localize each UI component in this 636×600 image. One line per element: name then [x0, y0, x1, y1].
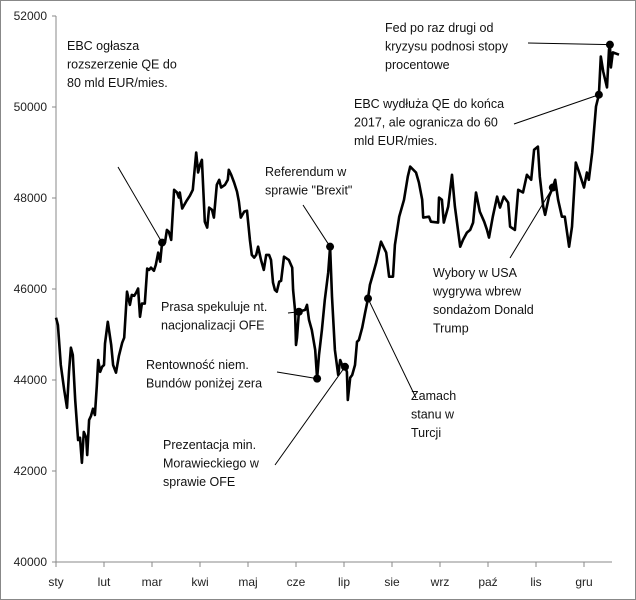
- annotation-labels: EBC ogłasza rozszerzenie QE do 80 mld EUR/…: [67, 21, 534, 489]
- annotation-label-line: sprawie "Brexit": [265, 184, 352, 198]
- x-tick-label: sie: [384, 575, 400, 589]
- y-tick-label: 48000: [14, 191, 48, 205]
- annotation-marker: [364, 294, 372, 303]
- annotation-marker: [340, 362, 349, 371]
- annotation-label-line: Morawieckiego w: [163, 457, 260, 471]
- x-axis: sty lut mar kwi maj cze lip sie wrz paź lis gru: [48, 561, 612, 589]
- annotation-marker: [313, 374, 322, 383]
- annotation-marker: [605, 40, 614, 49]
- annotation-label-line: Prezentacja min.: [163, 438, 256, 452]
- y-tick-label: 52000: [14, 9, 48, 23]
- annotation-label-line: stanu w: [411, 408, 455, 422]
- annotation-leader-line: [302, 204, 331, 247]
- annotation-label-line: mld EUR/mies.: [354, 134, 437, 148]
- x-tick-label: wrz: [430, 575, 450, 589]
- y-tick-label: 46000: [14, 282, 48, 296]
- y-tick-label: 40000: [14, 555, 48, 569]
- annotation-label-line: Wybory w USA: [433, 266, 518, 280]
- annotation-label-line: Bundów poniżej zera: [146, 377, 262, 391]
- annotation-label-line: 80 mld EUR/mies.: [67, 76, 168, 90]
- x-tick-label: gru: [575, 575, 592, 589]
- series-line: [54, 43, 620, 465]
- annotation-label-line: kryzysu podnosi stopy: [385, 40, 509, 54]
- annotation-label-line: sondażom Donald: [433, 303, 534, 317]
- annotation-leader-line: [274, 366, 346, 466]
- annotation-markers: [158, 40, 614, 383]
- annotation-label-line: nacjonalizacji OFE: [161, 319, 265, 333]
- y-axis: 40000 42000 44000 46000 48000 50000 52000: [14, 9, 57, 569]
- annotation-label-line: Turcji: [411, 426, 441, 440]
- x-tick-label: kwi: [191, 575, 208, 589]
- y-tick-label: 50000: [14, 100, 48, 114]
- annotation-label-line: EBC ogłasza: [67, 39, 139, 53]
- x-tick-label: lis: [530, 575, 541, 589]
- annotation-leaders: [117, 42, 610, 466]
- annotation-label-line: sprawie OFE: [163, 475, 235, 489]
- annotation-leader-line: [509, 187, 554, 259]
- annotation-leader-line: [276, 371, 318, 380]
- annotation-label-line: Prasa spekuluje nt.: [161, 300, 267, 314]
- annotation-label-line: Rentowność niem.: [146, 358, 249, 372]
- annotation-label-line: procentowe: [385, 58, 450, 72]
- annotation-marker: [594, 90, 603, 99]
- x-tick-label: lip: [338, 575, 350, 589]
- x-tick-label: cze: [287, 575, 306, 589]
- annotation-label-line: Trump: [433, 322, 469, 336]
- annotation-label-line: rozszerzenie QE do: [67, 58, 177, 72]
- annotation-label-line: Zamach: [411, 389, 456, 403]
- annotation-label-line: EBC wydłuża QE do końca: [354, 97, 504, 111]
- annotation-label-line: wygrywa wbrew: [432, 285, 522, 299]
- annotation-label-line: Fed po raz drugi od: [385, 21, 493, 35]
- annotation-marker: [158, 238, 167, 247]
- annotation-label-line: Referendum w: [265, 165, 347, 179]
- x-tick-label: lut: [98, 575, 111, 589]
- annotation-leader-line: [513, 94, 600, 125]
- annotation-leader-line: [367, 298, 417, 399]
- annotation-marker: [548, 183, 557, 192]
- annotation-marker: [294, 307, 303, 316]
- annotation-leader-line: [117, 166, 163, 243]
- x-tick-label: paź: [478, 575, 497, 589]
- x-tick-label: sty: [48, 575, 63, 589]
- annotation-leader-line: [527, 42, 610, 46]
- annotation-label-line: 2017, ale ogranicza do 60: [354, 116, 498, 130]
- y-tick-label: 42000: [14, 464, 48, 478]
- y-tick-label: 44000: [14, 373, 48, 387]
- x-tick-label: maj: [238, 575, 257, 589]
- x-tick-label: mar: [142, 575, 163, 589]
- annotation-marker: [326, 242, 335, 251]
